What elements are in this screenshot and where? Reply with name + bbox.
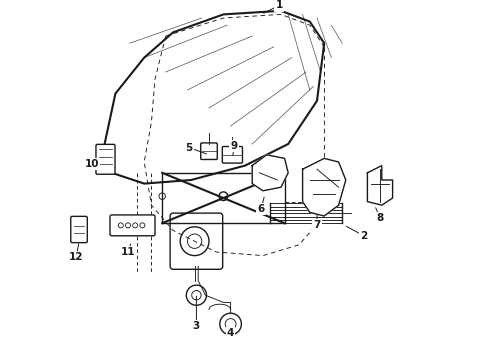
FancyBboxPatch shape bbox=[170, 213, 222, 269]
FancyBboxPatch shape bbox=[201, 143, 217, 159]
FancyBboxPatch shape bbox=[222, 147, 243, 163]
Text: 6: 6 bbox=[258, 204, 265, 214]
Text: 8: 8 bbox=[376, 213, 384, 223]
Polygon shape bbox=[368, 166, 392, 205]
Text: 4: 4 bbox=[227, 328, 234, 338]
FancyBboxPatch shape bbox=[110, 215, 155, 236]
Text: 9: 9 bbox=[231, 141, 238, 151]
Text: 10: 10 bbox=[85, 159, 99, 169]
Text: 5: 5 bbox=[186, 143, 193, 153]
Text: 12: 12 bbox=[69, 252, 83, 262]
Polygon shape bbox=[252, 155, 288, 191]
Text: 2: 2 bbox=[360, 231, 368, 241]
FancyBboxPatch shape bbox=[96, 144, 115, 174]
Text: 11: 11 bbox=[121, 247, 135, 257]
Text: 7: 7 bbox=[313, 220, 320, 230]
Text: 1: 1 bbox=[275, 0, 283, 10]
Text: 3: 3 bbox=[193, 321, 200, 331]
FancyBboxPatch shape bbox=[71, 216, 87, 243]
Polygon shape bbox=[303, 158, 346, 216]
